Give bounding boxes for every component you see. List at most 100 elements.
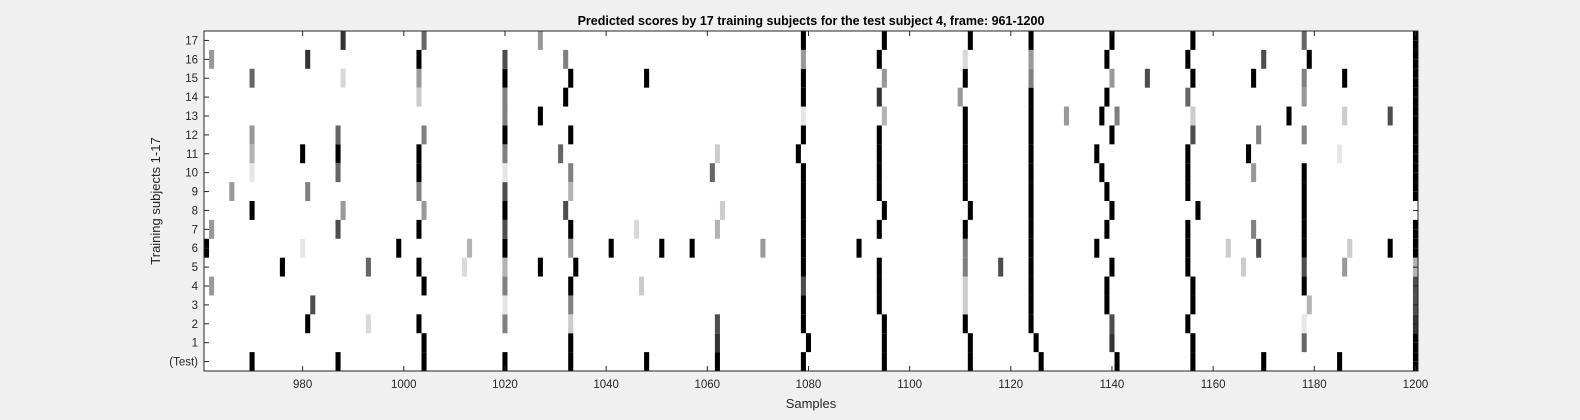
heatmap-cell [1109, 314, 1115, 334]
heatmap-cell [1251, 68, 1257, 88]
heatmap-cell [644, 352, 650, 371]
heatmap-cell [876, 49, 882, 69]
heatmap-cell [1301, 125, 1307, 145]
heatmap-cell [1109, 201, 1115, 220]
heatmap-cell [421, 276, 427, 296]
heatmap-cell [568, 333, 574, 353]
heatmap-cell [714, 219, 720, 239]
heatmap-cell [1342, 106, 1348, 126]
y-tick-label: 5 [192, 262, 198, 274]
heatmap-cell [962, 144, 968, 164]
heatmap-cell [1104, 276, 1110, 296]
heatmap-cell [1109, 333, 1115, 353]
heatmap-cell [249, 125, 255, 145]
heatmap-cell [800, 295, 806, 315]
heatmap-cell [1028, 238, 1034, 258]
heatmap-cell [1337, 144, 1343, 164]
heatmap-cell [421, 31, 427, 50]
heatmap-cell [365, 314, 371, 334]
heatmap-cell [502, 314, 508, 334]
heatmap-cell [249, 68, 255, 88]
heatmap-cell [1104, 87, 1110, 107]
y-tick-label: (Test) [169, 357, 198, 369]
heatmap-cell [800, 125, 806, 145]
heatmap-cell [209, 219, 215, 239]
heatmap-cell [563, 49, 569, 69]
heatmap-cell [962, 106, 968, 126]
heatmap-cell [416, 87, 422, 107]
heatmap-cell [416, 182, 422, 201]
heatmap-cell [1063, 106, 1069, 126]
heatmap-cell [760, 238, 766, 258]
heatmap-cell [416, 219, 422, 239]
x-tick-label: 1080 [796, 379, 822, 391]
heatmap-cell [1094, 238, 1100, 258]
y-tick-label: 13 [185, 111, 198, 123]
heatmap-cell [957, 87, 963, 107]
heatmap-cell [568, 238, 574, 258]
heatmap-cell [416, 144, 422, 164]
heatmap-cell [1195, 201, 1201, 220]
heatmap-cell [1114, 352, 1120, 371]
y-tick-label: 6 [192, 243, 198, 255]
heatmap-cell [340, 201, 346, 220]
heatmap-cell [537, 106, 543, 126]
heatmap-cell [1104, 295, 1110, 315]
heatmap-cell [1114, 106, 1120, 126]
heatmap-cell [416, 163, 422, 183]
heatmap-cell [800, 238, 806, 258]
heatmap-cell [1190, 352, 1196, 371]
x-tick-label: 1000 [391, 379, 417, 391]
heatmap-cell [568, 314, 574, 334]
heatmap-cell [967, 31, 973, 50]
heatmap-cell [502, 219, 508, 239]
heatmap-cell [709, 163, 715, 183]
x-tick-label: 980 [293, 379, 312, 391]
heatmap-cell [714, 144, 720, 164]
heatmap-cell [689, 238, 695, 258]
heatmap-cell [719, 201, 726, 220]
heatmap-cell [876, 219, 882, 239]
heatmap-cell [876, 257, 882, 277]
x-tick-label: 1100 [897, 379, 922, 391]
heatmap-cell [1104, 49, 1110, 69]
x-axis-ticks: 980 1000 1020 1040 1060 1080 1100 1120 1140 1160 1… [293, 31, 1428, 391]
heatmap-cell [962, 182, 968, 201]
heatmap-cell [800, 49, 806, 69]
heatmap-cell [881, 314, 887, 334]
x-tick-label: 1060 [695, 379, 721, 391]
heatmap-cell [1347, 238, 1353, 258]
heatmap-cell [962, 163, 968, 183]
heatmap-cell [805, 333, 811, 353]
heatmap-cell [300, 238, 306, 258]
heatmap-cell [416, 49, 422, 69]
heatmap-cell [335, 352, 341, 371]
heatmap-cell [568, 182, 574, 201]
heatmap-cell [962, 238, 968, 258]
heatmap-cell [881, 31, 887, 50]
plot-frame [203, 30, 1419, 372]
heatmap-cell [1099, 163, 1105, 183]
heatmap-cell [1256, 238, 1262, 258]
heatmap-cell [249, 352, 255, 371]
heatmap-cell [502, 144, 508, 164]
x-tick-label: 1160 [1201, 379, 1226, 391]
y-tick-label: 15 [185, 73, 198, 85]
heatmap-cell [249, 201, 255, 220]
heatmap-cell [1261, 352, 1267, 371]
heatmap-cell [1109, 257, 1115, 277]
chart-title: Predicted scores by 17 training subjects… [578, 14, 1045, 28]
heatmap-cell [1109, 31, 1115, 50]
heatmap-cell [1144, 68, 1150, 88]
heatmap-cell [1251, 163, 1257, 183]
heatmap-cell [300, 144, 306, 164]
heatmap-cell [563, 87, 569, 107]
y-tick-label: 11 [186, 149, 198, 161]
heatmap-cell [962, 68, 968, 88]
heatmap-cell [800, 201, 806, 220]
heatmap-cell [461, 257, 468, 277]
heatmap-cell [1028, 31, 1034, 50]
heatmap-cell [1337, 352, 1343, 371]
heatmap-cell [1301, 219, 1307, 239]
